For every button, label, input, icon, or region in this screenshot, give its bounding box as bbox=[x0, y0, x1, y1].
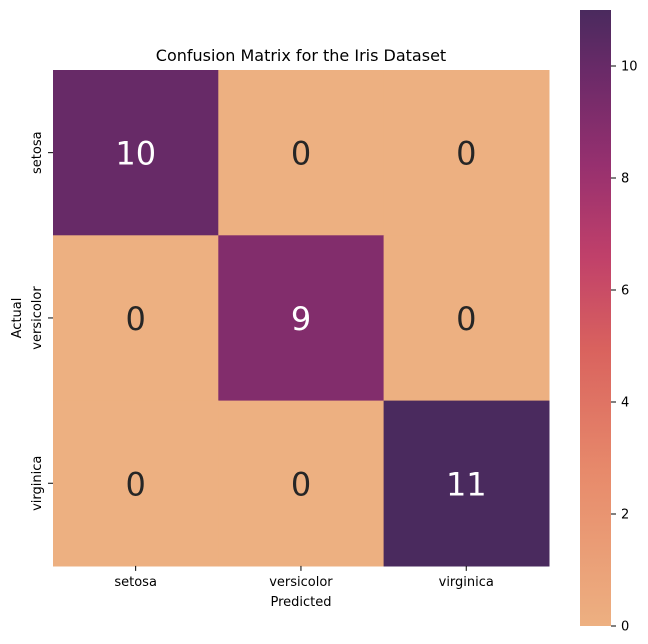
cell-value-1-2: 0 bbox=[456, 300, 476, 338]
cell-value-2-0: 0 bbox=[126, 465, 146, 503]
colorbar-ticks: 0 2 4 6 8 10 bbox=[611, 60, 638, 635]
heatmap-cells: 10 0 0 0 9 0 0 0 11 bbox=[53, 70, 550, 567]
cell-value-2-2: 11 bbox=[446, 465, 487, 503]
colorbar: 0 2 4 6 8 10 bbox=[580, 10, 638, 635]
x-axis: setosa versicolor virginica bbox=[114, 565, 494, 590]
heatmap-cell-0-0 bbox=[53, 70, 219, 236]
heatmap-cell-2-1 bbox=[218, 400, 385, 567]
cell-value-1-1: 9 bbox=[291, 300, 311, 338]
y-tick-label-0: setosa bbox=[30, 131, 45, 174]
colorbar-gradient bbox=[580, 10, 611, 626]
chart-title: Confusion Matrix for the Iris Dataset bbox=[156, 46, 446, 65]
x-axis-label: Predicted bbox=[270, 595, 331, 610]
heatmap-cell-1-2 bbox=[383, 235, 550, 402]
colorbar-tick-label-4: 8 bbox=[621, 172, 629, 187]
cell-value-0-0: 10 bbox=[115, 135, 156, 173]
cell-value-0-2: 0 bbox=[456, 135, 476, 173]
x-tick-label-0: setosa bbox=[114, 575, 157, 590]
heatmap-cell-1-0 bbox=[53, 235, 219, 402]
cell-value-0-1: 0 bbox=[291, 135, 311, 173]
y-tick-label-1: versicolor bbox=[30, 286, 45, 350]
heatmap-cell-2-2 bbox=[383, 400, 550, 567]
colorbar-tick-label-1: 2 bbox=[621, 508, 629, 523]
colorbar-tick-label-0: 0 bbox=[621, 620, 629, 635]
heatmap-cell-2-0 bbox=[53, 400, 219, 567]
cell-value-1-0: 0 bbox=[126, 300, 146, 338]
y-tick-label-2: virginica bbox=[30, 456, 45, 511]
cell-value-2-1: 0 bbox=[291, 465, 311, 503]
colorbar-tick-label-5: 10 bbox=[621, 60, 638, 75]
colorbar-tick-label-2: 4 bbox=[621, 396, 629, 411]
heatmap-cell-0-1 bbox=[218, 70, 385, 236]
y-axis: setosa versicolor virginica bbox=[30, 131, 53, 511]
heatmap-cell-0-2 bbox=[383, 70, 550, 236]
colorbar-tick-label-3: 6 bbox=[621, 284, 629, 299]
y-axis-label: Actual bbox=[10, 298, 25, 339]
x-tick-label-1: versicolor bbox=[269, 575, 333, 590]
x-tick-label-2: virginica bbox=[439, 575, 494, 590]
heatmap-cell-1-1 bbox=[218, 235, 385, 402]
